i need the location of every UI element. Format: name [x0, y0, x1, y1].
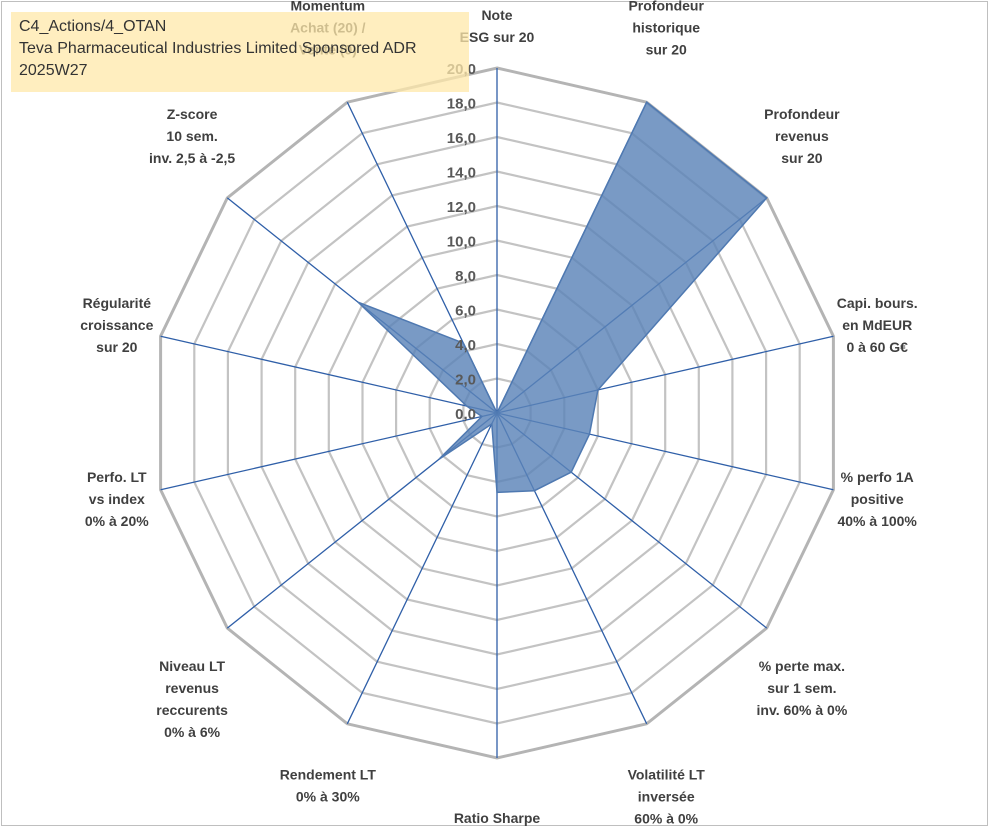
- axis-label: Volatilité LT inversée 60% à 0%: [628, 766, 706, 826]
- tick-label: 12,0: [447, 199, 476, 216]
- title-box: C4_Actions/4_OTAN Teva Pharmaceutical In…: [11, 12, 469, 92]
- axis-label: Z-score 10 sem. inv. 2,5 à -2,5: [149, 106, 235, 166]
- axis-spoke: [160, 335, 498, 414]
- axis-label: Perfo. LT vs index 0% à 20%: [85, 469, 149, 529]
- title-company: Teva Pharmaceutical Industries Limited S…: [19, 40, 417, 57]
- axis-label: Profondeur historique sur 20: [628, 0, 704, 58]
- axis-label: Régularité croissance sur 20: [80, 295, 153, 355]
- axis-label: Profondeur revenus sur 20: [764, 106, 840, 166]
- axis-label: % perte max. sur 1 sem. inv. 60% à 0%: [757, 658, 848, 718]
- title-folder: C4_Actions/4_OTAN: [19, 18, 167, 35]
- axis-label: Capi. bours. en MdEUR 0 à 60 G€: [837, 295, 918, 355]
- tick-label: 2,0: [455, 372, 476, 389]
- axis-label: Niveau LT revenus reccurents 0% à 6%: [156, 658, 228, 740]
- title-week: 2025W27: [19, 62, 88, 79]
- axis-label: Rendement LT 0% à 30%: [280, 766, 377, 804]
- tick-label: 6,0: [455, 303, 476, 320]
- tick-label: 18,0: [447, 96, 476, 113]
- axis-label: Note ESG sur 20: [460, 7, 535, 45]
- axis-spoke: [160, 412, 498, 491]
- tick-label: 10,0: [447, 234, 476, 251]
- axis-label: % perfo 1A positive 40% à 100%: [837, 469, 917, 529]
- tick-label: 14,0: [447, 165, 476, 182]
- axis-spoke: [346, 412, 498, 725]
- axis-labels: Note ESG sur 20 Profondeur historique sur 20…: [80, 0, 918, 829]
- tick-label: 8,0: [455, 268, 476, 285]
- axis-label: Ratio Sharpe0 à 2: [454, 810, 541, 829]
- data-series: [357, 101, 768, 494]
- tick-label: 4,0: [455, 337, 476, 354]
- tick-label: 0,0: [455, 406, 476, 423]
- tick-label: 16,0: [447, 130, 476, 147]
- series-area: [357, 101, 768, 494]
